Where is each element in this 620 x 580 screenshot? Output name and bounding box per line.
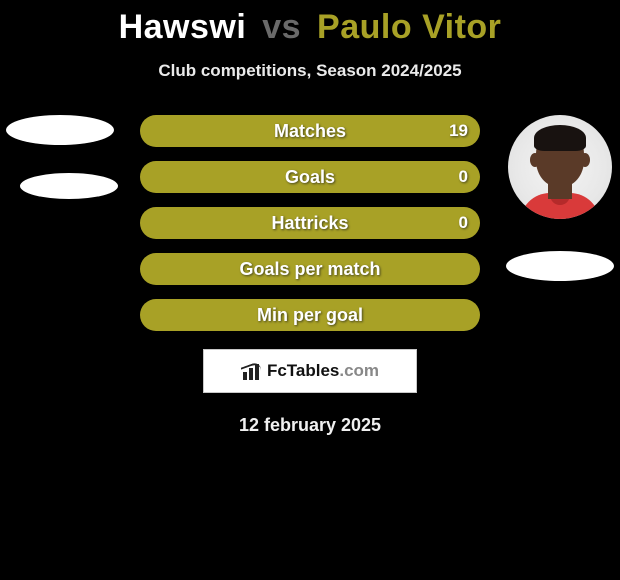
stat-label: Goals (285, 167, 335, 188)
brand-text: FcTables.com (267, 361, 379, 381)
player2-face-icon (520, 123, 600, 219)
player1-avatar-placeholder (6, 115, 114, 145)
comparison-title: Hawswi vs Paulo Vitor (0, 0, 620, 47)
stat-bar-goals: Goals 0 (140, 161, 480, 193)
player2-column (500, 115, 620, 281)
stat-value-right: 19 (449, 115, 468, 147)
player1-name: Hawswi (119, 8, 247, 46)
stat-bar-hattricks: Hattricks 0 (140, 207, 480, 239)
stat-value-right: 0 (459, 161, 468, 193)
brand-domain: .com (339, 361, 379, 380)
player2-avatar (508, 115, 612, 219)
stat-bar-matches: Matches 19 (140, 115, 480, 147)
stat-label: Min per goal (257, 305, 363, 326)
player2-flag-placeholder (506, 251, 614, 281)
season-subtitle: Club competitions, Season 2024/2025 (0, 61, 620, 81)
player1-flag-placeholder (20, 173, 118, 199)
vs-label: vs (262, 8, 301, 46)
player1-column (0, 115, 120, 199)
comparison-content: Matches 19 Goals 0 Hattricks 0 Goals per… (0, 115, 620, 436)
player2-name: Paulo Vitor (317, 8, 501, 46)
stat-label: Hattricks (271, 213, 348, 234)
brand-attribution[interactable]: FcTables.com (203, 349, 417, 393)
stat-label: Goals per match (239, 259, 380, 280)
stat-bar-min-per-goal: Min per goal (140, 299, 480, 331)
fctables-logo-icon (241, 362, 263, 380)
stat-bars: Matches 19 Goals 0 Hattricks 0 Goals per… (140, 115, 480, 331)
stat-value-right: 0 (459, 207, 468, 239)
snapshot-date: 12 february 2025 (0, 415, 620, 436)
stat-label: Matches (274, 121, 346, 142)
brand-name: FcTables (267, 361, 339, 380)
stat-bar-goals-per-match: Goals per match (140, 253, 480, 285)
